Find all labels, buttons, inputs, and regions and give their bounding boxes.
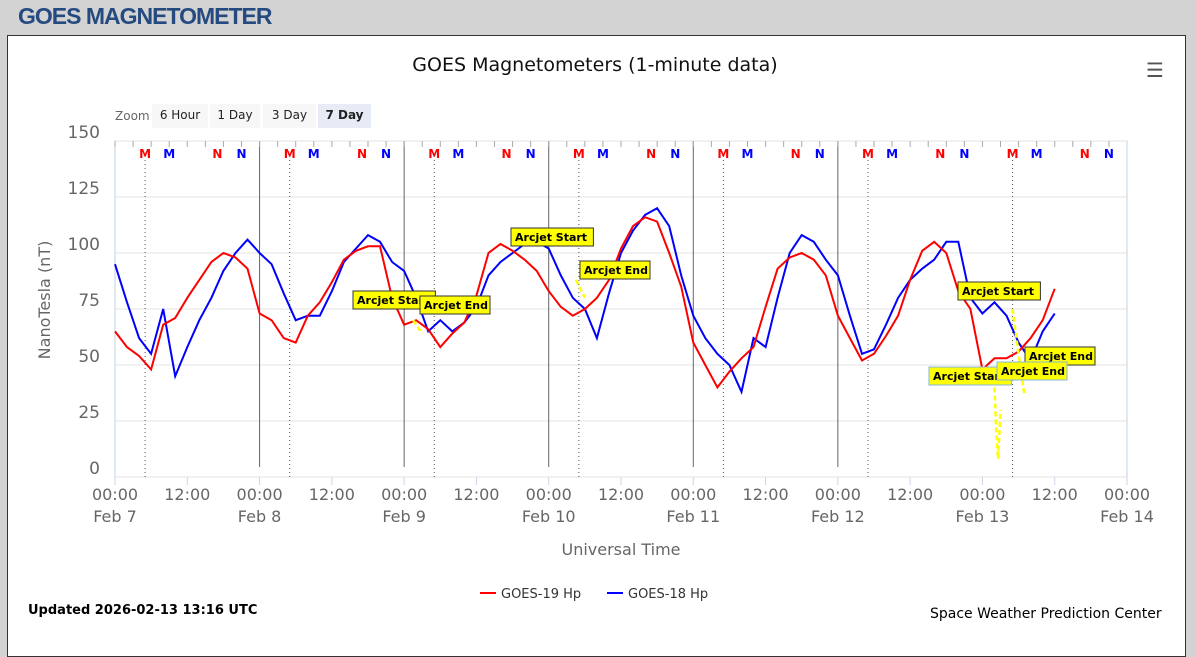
annotation-label: Arcjet Start xyxy=(515,231,587,244)
satellite-marker: N xyxy=(815,147,825,161)
satellite-marker: N xyxy=(212,147,222,161)
y-tick-label: 50 xyxy=(78,347,100,367)
satellite-marker: M xyxy=(1007,147,1019,161)
arcjet-segment xyxy=(412,319,424,335)
menu-icon[interactable]: ☰ xyxy=(1146,58,1164,82)
legend-item: GOES-19 Hp xyxy=(501,587,581,602)
credit: Space Weather Prediction Center xyxy=(930,606,1162,622)
satellite-marker: N xyxy=(791,147,801,161)
x-tick-date: Feb 7 xyxy=(93,507,137,526)
satellite-marker: N xyxy=(381,147,391,161)
y-tick-label: 100 xyxy=(68,235,100,255)
x-tick-time: 00:00 xyxy=(815,485,861,504)
annotation-label: Arcjet Start xyxy=(933,370,1005,383)
annotation-label: Arcjet End xyxy=(424,299,488,312)
annotation-label: Arcjet Start xyxy=(962,285,1034,298)
arcjet-segment xyxy=(993,387,1002,460)
x-tick-time: 00:00 xyxy=(670,485,716,504)
chart-title: GOES Magnetometers (1-minute data) xyxy=(412,54,778,76)
annotation-box xyxy=(510,227,594,247)
satellite-marker: M xyxy=(308,147,320,161)
series-line-goes-19-hp xyxy=(114,216,1056,390)
x-tick-date: Feb 13 xyxy=(956,507,1010,526)
annotation-label: Arcjet End xyxy=(584,264,648,277)
satellite-marker: N xyxy=(959,147,969,161)
satellite-marker: N xyxy=(935,147,945,161)
satellite-marker: M xyxy=(428,147,440,161)
satellite-marker: M xyxy=(886,147,898,161)
zoom-3-day-button[interactable]: 3 Day xyxy=(263,104,316,128)
updated-timestamp: Updated 2026-02-13 13:16 UTC xyxy=(28,603,258,618)
zoom-1-day-button[interactable]: 1 Day xyxy=(210,104,260,128)
x-tick-time: 12:00 xyxy=(164,485,210,504)
annotation-box xyxy=(996,361,1068,381)
satellite-marker: N xyxy=(357,147,367,161)
satellite-marker: M xyxy=(717,147,729,161)
satellite-marker: M xyxy=(597,147,609,161)
x-tick-time: 12:00 xyxy=(309,485,355,504)
annotation-box xyxy=(419,295,491,315)
x-tick-date: Feb 9 xyxy=(382,507,426,526)
satellite-marker: N xyxy=(526,147,536,161)
satellite-marker: M xyxy=(139,147,151,161)
x-tick-time: 00:00 xyxy=(1104,485,1150,504)
x-tick-time: 00:00 xyxy=(959,485,1005,504)
satellite-marker: M xyxy=(163,147,175,161)
y-tick-label: 0 xyxy=(89,459,100,479)
x-tick-time: 12:00 xyxy=(1032,485,1078,504)
x-tick-time: 00:00 xyxy=(526,485,572,504)
x-tick-date: Feb 8 xyxy=(238,507,282,526)
annotation-label: Arcjet End xyxy=(1001,365,1065,378)
satellite-marker: N xyxy=(646,147,656,161)
x-axis-label: Universal Time xyxy=(561,540,680,559)
arcjet-segment xyxy=(574,279,586,299)
satellite-marker: N xyxy=(670,147,680,161)
satellite-marker: N xyxy=(236,147,246,161)
satellite-marker: M xyxy=(452,147,464,161)
x-tick-time: 00:00 xyxy=(92,485,138,504)
zoom-label: Zoom xyxy=(115,109,150,123)
annotation-box xyxy=(957,281,1041,301)
y-tick-label: 75 xyxy=(78,291,100,311)
annotation-box xyxy=(579,260,651,280)
x-tick-time: 12:00 xyxy=(453,485,499,504)
x-tick-date: Feb 11 xyxy=(666,507,720,526)
y-tick-label: 25 xyxy=(78,403,100,423)
satellite-marker: N xyxy=(1080,147,1090,161)
annotation-label: Arcjet End xyxy=(1029,350,1093,363)
y-tick-label: 125 xyxy=(68,179,100,199)
x-tick-date: Feb 10 xyxy=(522,507,576,526)
legend-item: GOES-18 Hp xyxy=(628,587,708,602)
page-title: GOES MAGNETOMETER xyxy=(18,3,272,29)
annotation-label: Arcjet Start xyxy=(357,294,429,307)
satellite-marker: N xyxy=(502,147,512,161)
satellite-marker: M xyxy=(284,147,296,161)
x-tick-time: 12:00 xyxy=(887,485,933,504)
satellite-marker: M xyxy=(1031,147,1043,161)
y-tick-label: 150 xyxy=(68,123,100,143)
y-axis-label: NanoTesla (nT) xyxy=(35,241,54,360)
satellite-marker: M xyxy=(573,147,585,161)
x-tick-time: 00:00 xyxy=(381,485,427,504)
satellite-marker: M xyxy=(862,147,874,161)
x-tick-time: 12:00 xyxy=(743,485,789,504)
x-tick-date: Feb 12 xyxy=(811,507,865,526)
x-tick-time: 00:00 xyxy=(237,485,283,504)
zoom-7-day-button[interactable]: 7 Day xyxy=(318,104,371,128)
satellite-marker: N xyxy=(1104,147,1114,161)
x-tick-time: 12:00 xyxy=(598,485,644,504)
x-tick-date: Feb 14 xyxy=(1100,507,1154,526)
satellite-marker: M xyxy=(742,147,754,161)
zoom-6-hour-button[interactable]: 6 Hour xyxy=(152,104,208,128)
arcjet-segment xyxy=(1011,308,1026,397)
chart-panel xyxy=(7,35,1186,657)
